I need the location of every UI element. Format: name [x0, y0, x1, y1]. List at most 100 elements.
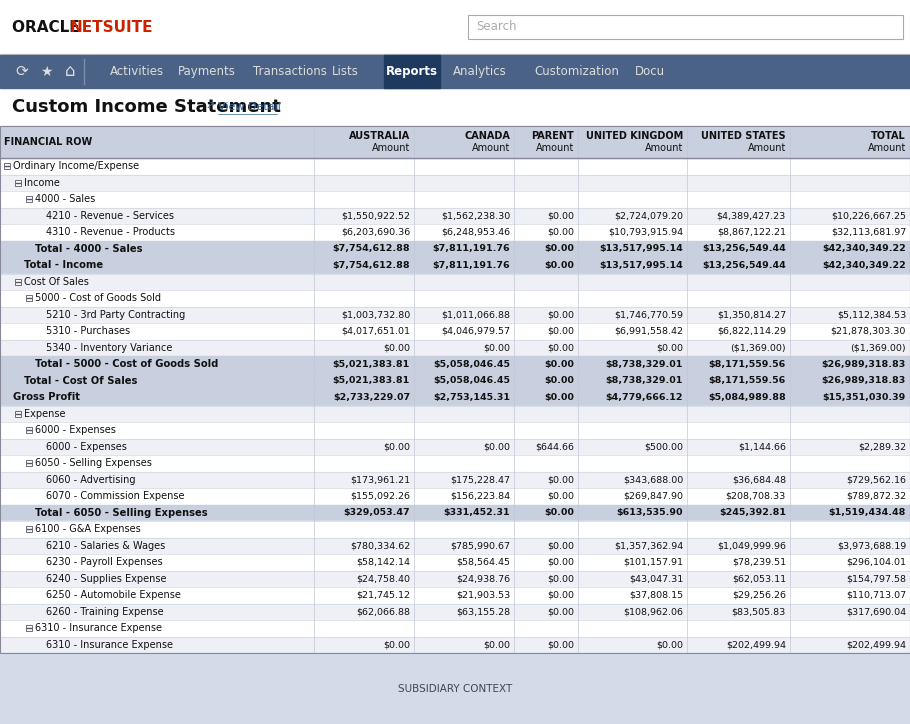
- Text: 6310 - Insurance Expense: 6310 - Insurance Expense: [35, 623, 162, 634]
- Text: ($1,369.00): ($1,369.00): [850, 343, 906, 353]
- Text: $0.00: $0.00: [483, 640, 511, 649]
- Text: Total - 4000 - Sales: Total - 4000 - Sales: [35, 244, 143, 253]
- Text: $43,047.31: $43,047.31: [629, 574, 683, 584]
- Text: Payments: Payments: [178, 65, 236, 78]
- Text: $202,499.94: $202,499.94: [726, 640, 786, 649]
- Text: Transactions: Transactions: [253, 65, 327, 78]
- Text: 5310 - Purchases: 5310 - Purchases: [46, 327, 130, 336]
- Bar: [0, 224, 910, 240]
- Text: $789,872.32: $789,872.32: [846, 492, 906, 501]
- Text: $0.00: $0.00: [547, 343, 574, 353]
- Bar: [0, 471, 910, 488]
- Text: Ordinary Income/Expense: Ordinary Income/Expense: [13, 161, 139, 172]
- Text: Total - 6050 - Selling Expenses: Total - 6050 - Selling Expenses: [35, 508, 207, 518]
- Bar: [0, 191, 910, 208]
- Text: Activities: Activities: [110, 65, 164, 78]
- Text: Expense: Expense: [24, 409, 66, 418]
- Text: PARENT: PARENT: [531, 131, 574, 141]
- Bar: [0, 340, 910, 356]
- Text: $2,289.32: $2,289.32: [858, 442, 906, 451]
- Text: View Detail: View Detail: [218, 102, 281, 112]
- Text: 6000 - Expenses: 6000 - Expenses: [46, 442, 126, 452]
- Text: 5340 - Inventory Variance: 5340 - Inventory Variance: [46, 342, 172, 353]
- Text: $5,021,383.81: $5,021,383.81: [333, 360, 410, 369]
- Text: Gross Profit: Gross Profit: [13, 392, 80, 403]
- Text: Total - Cost Of Sales: Total - Cost Of Sales: [24, 376, 137, 386]
- Bar: [0, 356, 910, 373]
- Bar: [0, 240, 910, 257]
- Text: $13,256,549.44: $13,256,549.44: [703, 244, 786, 253]
- Bar: [15, 180, 21, 186]
- Bar: [0, 389, 910, 405]
- Text: 6100 - G&A Expenses: 6100 - G&A Expenses: [35, 524, 141, 534]
- Text: $32,113,681.97: $32,113,681.97: [831, 228, 906, 237]
- Bar: [0, 587, 910, 604]
- Text: $1,003,732.80: $1,003,732.80: [341, 311, 410, 319]
- Text: $208,708.33: $208,708.33: [725, 492, 786, 501]
- Text: $4,017,651.01: $4,017,651.01: [341, 327, 410, 336]
- Text: $1,357,362.94: $1,357,362.94: [614, 542, 683, 550]
- Text: $1,519,434.48: $1,519,434.48: [829, 508, 906, 517]
- Text: 4310 - Revenue - Products: 4310 - Revenue - Products: [46, 227, 175, 237]
- Text: $4,046,979.57: $4,046,979.57: [441, 327, 511, 336]
- Text: $7,811,191.76: $7,811,191.76: [432, 261, 511, 270]
- Text: Amount: Amount: [371, 143, 410, 153]
- Text: 6250 - Automobile Expense: 6250 - Automobile Expense: [46, 590, 181, 600]
- Bar: [0, 0, 910, 55]
- Text: Custom Income Statement: Custom Income Statement: [12, 98, 281, 116]
- Text: $0.00: $0.00: [547, 574, 574, 584]
- Text: $37,808.15: $37,808.15: [629, 591, 683, 599]
- Text: $5,084,989.88: $5,084,989.88: [708, 392, 786, 402]
- Text: $1,550,922.52: $1,550,922.52: [341, 211, 410, 220]
- Text: $29,256.26: $29,256.26: [732, 591, 786, 599]
- Bar: [0, 636, 910, 653]
- Text: $0.00: $0.00: [547, 211, 574, 220]
- Text: $0.00: $0.00: [544, 376, 574, 385]
- Text: $0.00: $0.00: [547, 607, 574, 616]
- Text: Customization: Customization: [534, 65, 619, 78]
- Text: Amount: Amount: [535, 143, 574, 153]
- Text: $6,248,953.46: $6,248,953.46: [441, 228, 511, 237]
- Text: $6,991,558.42: $6,991,558.42: [614, 327, 683, 336]
- Text: $0.00: $0.00: [656, 343, 683, 353]
- Bar: [26, 626, 32, 631]
- Text: $175,228.47: $175,228.47: [450, 475, 511, 484]
- Bar: [0, 488, 910, 505]
- Text: $6,203,690.36: $6,203,690.36: [341, 228, 410, 237]
- Text: SUBSIDIARY CONTEXT: SUBSIDIARY CONTEXT: [398, 683, 512, 694]
- Text: $0.00: $0.00: [544, 261, 574, 270]
- Text: $0.00: $0.00: [547, 640, 574, 649]
- Text: $13,517,995.14: $13,517,995.14: [600, 261, 683, 270]
- Text: ORACLE: ORACLE: [12, 20, 85, 35]
- Text: Total - 5000 - Cost of Goods Sold: Total - 5000 - Cost of Goods Sold: [35, 359, 218, 369]
- Text: 6060 - Advertising: 6060 - Advertising: [46, 475, 136, 485]
- Bar: [15, 411, 21, 417]
- Text: $1,350,814.27: $1,350,814.27: [717, 311, 786, 319]
- Text: $0.00: $0.00: [483, 442, 511, 451]
- Text: $26,989,318.83: $26,989,318.83: [822, 376, 906, 385]
- Text: $245,392.81: $245,392.81: [719, 508, 786, 517]
- Text: $2,753,145.31: $2,753,145.31: [433, 392, 511, 402]
- Bar: [0, 439, 910, 455]
- Bar: [4, 163, 10, 169]
- Bar: [384, 55, 440, 88]
- Text: Reports: Reports: [386, 65, 438, 78]
- Text: $155,092.26: $155,092.26: [350, 492, 410, 501]
- Text: $317,690.04: $317,690.04: [846, 607, 906, 616]
- Text: $0.00: $0.00: [383, 343, 410, 353]
- Text: $7,811,191.76: $7,811,191.76: [432, 244, 511, 253]
- Text: $110,713.07: $110,713.07: [846, 591, 906, 599]
- Text: 5000 - Cost of Goods Sold: 5000 - Cost of Goods Sold: [35, 293, 161, 303]
- Text: $21,903.53: $21,903.53: [456, 591, 511, 599]
- Bar: [0, 422, 910, 439]
- Text: $500.00: $500.00: [644, 442, 683, 451]
- Text: $0.00: $0.00: [383, 442, 410, 451]
- Text: $24,938.76: $24,938.76: [456, 574, 511, 584]
- Text: $0.00: $0.00: [547, 327, 574, 336]
- Text: ⌂: ⌂: [65, 62, 76, 80]
- Text: ★: ★: [40, 64, 52, 78]
- Text: Cost Of Sales: Cost Of Sales: [24, 277, 89, 287]
- Bar: [0, 323, 910, 340]
- Text: $8,171,559.56: $8,171,559.56: [709, 360, 786, 369]
- Text: $331,452.31: $331,452.31: [443, 508, 511, 517]
